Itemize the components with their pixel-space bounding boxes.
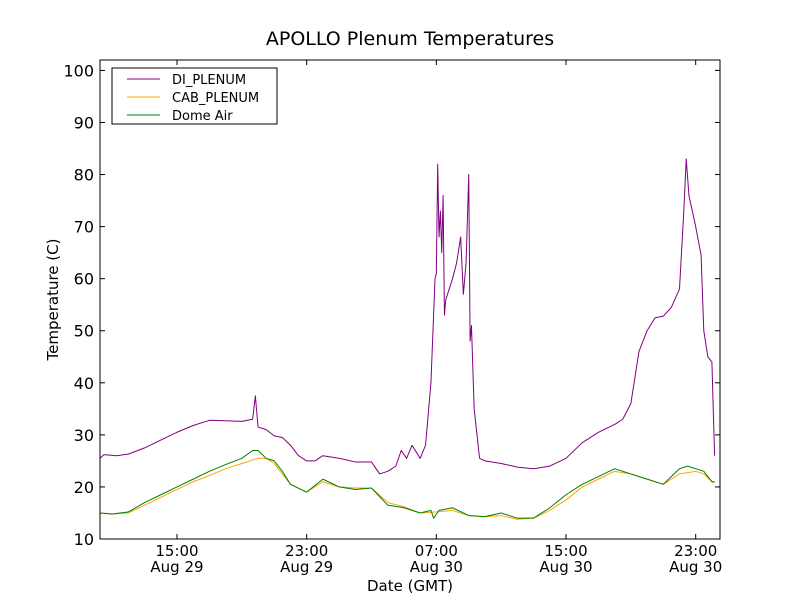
x-tick-sublabel: Aug 30: [539, 558, 592, 576]
x-tick-sublabel: Aug 29: [150, 558, 203, 576]
y-tick-label: 90: [74, 113, 94, 132]
y-tick-label: 70: [74, 218, 94, 237]
y-axis: 10 20 30 40 50 60 70 80 90 100: [63, 61, 720, 549]
series-line-di-plenum: [99, 158, 716, 475]
y-tick-label: 60: [74, 270, 94, 289]
y-tick-label: 80: [74, 166, 94, 185]
x-tick-label: 07:00: [415, 542, 458, 560]
legend-label: CAB_PLENUM: [172, 91, 259, 106]
chart-title: APOLLO Plenum Temperatures: [266, 28, 554, 50]
legend-label: Dome Air: [172, 109, 233, 124]
y-tick-label: 20: [74, 478, 94, 497]
y-tick-label: 30: [74, 426, 94, 445]
y-tick-label: 50: [74, 322, 94, 341]
series-line-dome-air: [99, 449, 715, 519]
x-tick-sublabel: Aug 29: [280, 558, 333, 576]
x-tick-label: 23:00: [674, 542, 717, 560]
x-tick-sublabel: Aug 30: [410, 558, 463, 576]
series-group: [99, 158, 716, 520]
legend: DI_PLENUM CAB_PLENUM Dome Air: [111, 67, 278, 125]
y-tick-label: 40: [74, 374, 94, 393]
x-tick-label: 15:00: [155, 542, 198, 560]
x-axis-label: Date (GMT): [367, 577, 453, 595]
plot-area: [100, 60, 720, 539]
y-axis-label: Temperature (C): [44, 239, 62, 362]
y-tick-label: 10: [74, 530, 94, 549]
plot-frame: [99, 59, 721, 540]
x-tick-label: 15:00: [544, 542, 587, 560]
legend-label: DI_PLENUM: [172, 73, 246, 88]
x-tick-label: 23:00: [285, 542, 328, 560]
x-tick-sublabel: Aug 30: [669, 558, 722, 576]
y-tick-label: 100: [63, 61, 94, 80]
